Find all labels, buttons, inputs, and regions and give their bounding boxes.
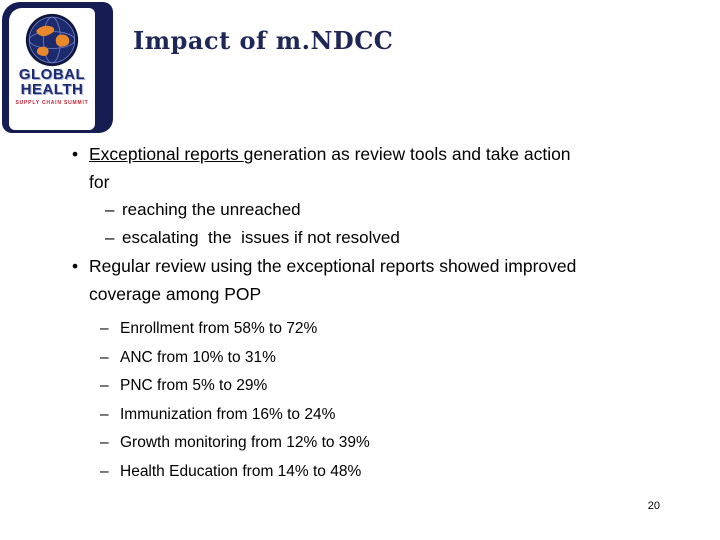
stat-text: Enrollment from 58% to 72% [120,320,318,337]
stat-item-health-education: – Health Education from 14% to 48% [100,458,592,487]
globe-icon [25,13,79,67]
bullet-list: • Exceptional reports generation as revi… [72,140,592,486]
stat-item-growth-monitoring: – Growth monitoring from 12% to 39% [100,429,592,458]
stat-item-enrollment: – Enrollment from 58% to 72% [100,315,592,344]
bullet-text: Regular review using the exceptional rep… [89,256,582,304]
dash-icon: – [105,228,115,247]
logo-tagline: SUPPLY CHAIN SUMMIT [15,100,89,106]
logo-text-health: HEALTH [20,81,84,98]
stat-text: Health Education from 14% to 48% [120,462,362,480]
stat-text: ANC from 10% to 31% [120,348,276,366]
stat-text: Growth monitoring from 12% to 39% [120,434,370,451]
sub-item-text: escalating the issues if not resolved [122,228,400,247]
dash-icon: – [100,434,109,451]
logo-frame: GLOBAL HEALTH SUPPLY CHAIN SUMMIT [2,2,113,133]
logo-card: GLOBAL HEALTH SUPPLY CHAIN SUMMIT [9,8,95,130]
bullet-text: generation as review tools and take acti… [89,144,576,192]
sub-list-actions: – reaching the unreached – escalating th… [105,196,592,252]
sub-item-escalating: – escalating the issues if not resolved [105,224,592,252]
slide-content: • Exceptional reports generation as revi… [72,140,592,486]
exceptional-reports-link[interactable]: Exceptional reports [89,144,244,164]
stat-text: Immunization from 16% to 24% [120,405,336,423]
stat-item-pnc: – PNC from 5% to 29% [100,372,592,401]
sub-item-reaching: – reaching the unreached [105,196,592,224]
page-number: 20 [647,500,660,512]
dash-icon: – [100,320,109,337]
bullet-icon: • [72,256,79,276]
bullet-item-regular-review: • Regular review using the exceptional r… [72,252,592,486]
bullet-icon: • [72,144,79,164]
page-title: Impact of m.NDCC [133,26,394,55]
logo-text-global: GLOBAL [18,66,86,83]
sub-item-text: reaching the unreached [122,200,301,219]
sub-list-coverage-stats: – Enrollment from 58% to 72% – ANC from … [100,315,592,486]
dash-icon: – [100,377,109,394]
stat-text: PNC from 5% to 29% [120,377,268,394]
bullet-item-exceptional-reports: • Exceptional reports generation as revi… [72,140,592,252]
stat-item-anc: – ANC from 10% to 31% [100,344,592,373]
dash-icon: – [100,462,109,480]
dash-icon: – [100,405,109,423]
stat-item-immunization: – Immunization from 16% to 24% [100,401,592,430]
dash-icon: – [105,200,115,219]
dash-icon: – [100,348,109,366]
